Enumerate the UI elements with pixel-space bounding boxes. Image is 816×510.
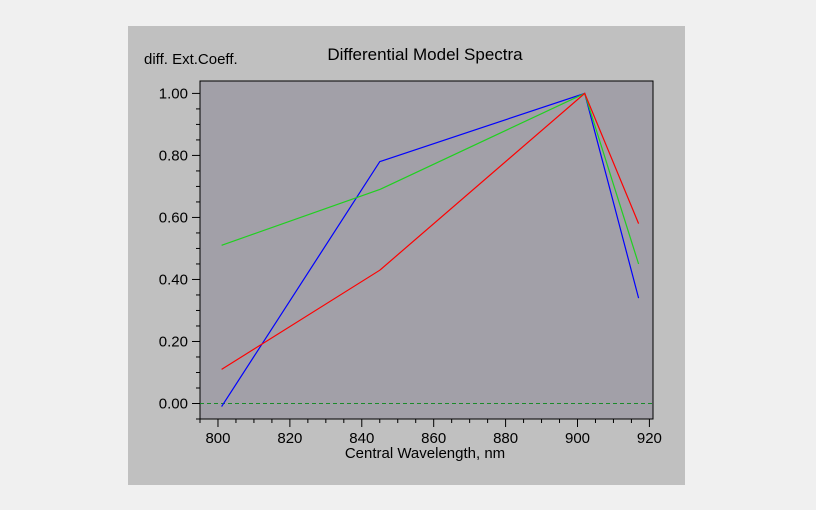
chart-svg: Differential Model Spectra diff. Ext.Coe… [144, 45, 662, 462]
series-line-3 [221, 92, 640, 370]
y-tick-label: 0.80 [159, 147, 188, 164]
series-line-2 [221, 92, 640, 265]
chart-panel: Differential Model Spectra diff. Ext.Coe… [128, 26, 685, 485]
x-tick-label: 880 [493, 430, 518, 447]
series-line-1 [221, 92, 640, 407]
chart-title: Differential Model Spectra [327, 45, 523, 64]
y-tick-label: 0.40 [159, 271, 188, 288]
x-tick-label: 800 [205, 430, 230, 447]
x-tick-label: 920 [637, 430, 662, 447]
x-tick-label: 900 [565, 430, 590, 447]
y-tick-label: 0.20 [159, 333, 188, 350]
x-axis-ticks: 800 820 840 860 880 900 920 [199, 419, 662, 447]
x-tick-label: 840 [349, 430, 374, 447]
x-tick-label: 860 [421, 430, 446, 447]
plot-area [199, 80, 654, 420]
x-axis-label: Central Wavelength, nm [345, 445, 505, 462]
y-tick-label: 1.00 [159, 85, 188, 102]
y-tick-label: 0.60 [159, 209, 188, 226]
y-axis-label: diff. Ext.Coeff. [144, 51, 238, 68]
series-group [221, 92, 640, 407]
y-tick-label: 0.00 [159, 395, 188, 412]
x-tick-label: 820 [277, 430, 302, 447]
y-axis-ticks: 0.00 0.20 0.40 0.60 0.80 1.00 [159, 85, 200, 420]
